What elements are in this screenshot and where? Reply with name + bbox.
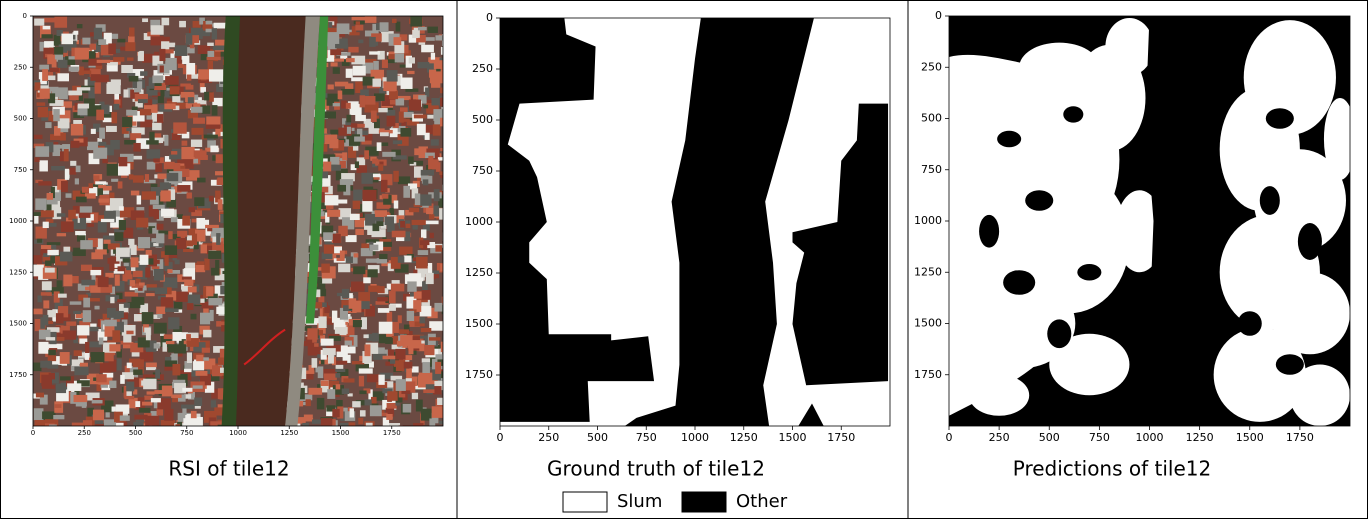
x-tick-label: 1000 [229,429,247,437]
panel-caption: Ground truth of tile12 [547,457,765,481]
y-tick-label: 0 [23,12,27,20]
y-tick-label: 1250 [465,266,493,279]
x-tick-label: 500 [1039,431,1060,444]
x-tick-label: 1500 [779,431,807,444]
x-tick-label: 750 [636,431,657,444]
satellite-image [33,16,457,437]
legend-label: Other [736,491,788,512]
y-tick-label: 500 [14,115,27,123]
legend: Slum Other [563,491,788,512]
y-tick-label: 750 [472,164,493,177]
prediction-mask [949,16,1356,426]
y-tick-label: 1250 [9,268,27,276]
y-tick-label: 0 [486,11,493,24]
x-tick-label: 1000 [1136,431,1164,444]
figure: RSI of tile12 Ground truth of tile12 Pre… [0,0,1368,519]
legend-swatch [682,492,726,512]
y-tick-label: 1250 [914,265,942,278]
y-tick-label: 1500 [465,317,493,330]
legend-swatch [563,492,607,512]
x-tick-label: 250 [538,431,559,444]
x-tick-label: 1250 [1186,431,1214,444]
x-tick-label: 250 [989,431,1010,444]
x-tick-label: 1750 [827,431,855,444]
y-tick-label: 1000 [465,215,493,228]
x-tick-label: 250 [78,429,91,437]
y-tick-label: 1500 [914,317,942,330]
x-tick-label: 1250 [280,429,298,437]
panel-caption: RSI of tile12 [168,457,289,481]
y-tick-label: 1000 [914,214,942,227]
x-tick-label: 500 [129,429,142,437]
x-tick-label: 1500 [1236,431,1264,444]
x-tick-label: 750 [180,429,193,437]
y-tick-label: 500 [921,112,942,125]
y-tick-label: 1750 [914,368,942,381]
ground-truth-mask [500,18,890,426]
y-tick-label: 1000 [9,217,27,225]
x-tick-label: 1250 [730,431,758,444]
y-tick-label: 750 [14,166,27,174]
y-tick-label: 1750 [465,368,493,381]
x-tick-label: 500 [587,431,608,444]
x-tick-label: 0 [946,431,953,444]
y-tick-label: 0 [935,9,942,22]
y-tick-label: 250 [472,62,493,75]
x-tick-label: 1750 [383,429,401,437]
y-tick-label: 250 [14,63,27,71]
y-tick-label: 500 [472,113,493,126]
x-tick-label: 1500 [332,429,350,437]
x-tick-label: 1750 [1286,431,1314,444]
x-tick-label: 750 [1089,431,1110,444]
x-tick-label: 1000 [681,431,709,444]
y-tick-label: 250 [921,60,942,73]
legend-label: Slum [617,491,662,512]
y-tick-label: 1500 [9,320,27,328]
y-tick-label: 1750 [9,371,27,379]
x-tick-label: 0 [31,429,35,437]
panel-caption: Predictions of tile12 [1013,457,1211,481]
x-tick-label: 0 [497,431,504,444]
y-tick-label: 750 [921,163,942,176]
